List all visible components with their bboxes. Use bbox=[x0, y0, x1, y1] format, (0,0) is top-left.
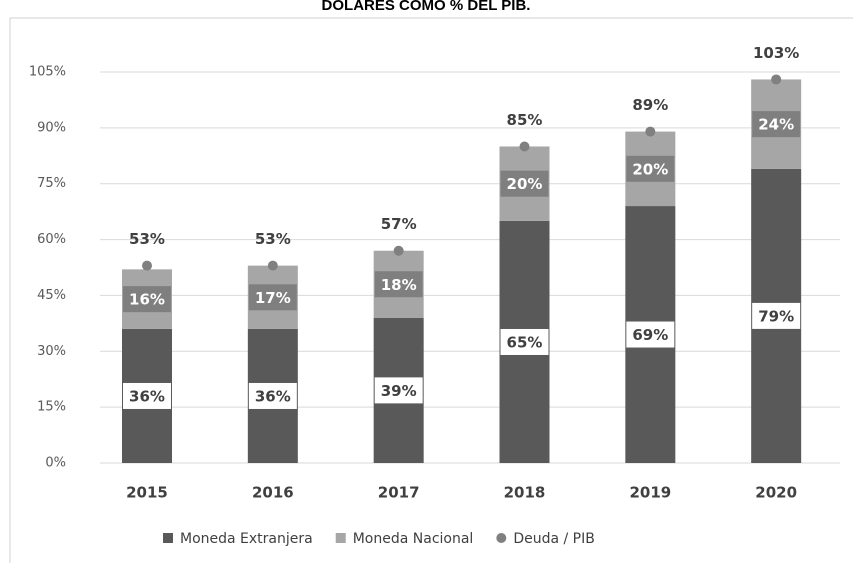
data-label: 17% bbox=[255, 289, 291, 307]
data-label: 79% bbox=[758, 307, 794, 325]
total-marker bbox=[393, 245, 404, 256]
chart-title: DOLARES COMO % DEL PIB. bbox=[322, 0, 531, 14]
data-label-box bbox=[123, 382, 171, 409]
data-label: 20% bbox=[507, 175, 543, 193]
data-label-box bbox=[123, 286, 171, 313]
total-marker bbox=[645, 126, 656, 137]
x-tick-label: 2017 bbox=[378, 484, 420, 502]
data-label-box bbox=[752, 111, 801, 138]
y-tick-label: 30% bbox=[37, 344, 66, 359]
x-tick-label: 2018 bbox=[504, 484, 546, 502]
data-label-box bbox=[626, 321, 675, 348]
data-label: 36% bbox=[255, 387, 291, 405]
legend-label: Deuda / PIB bbox=[513, 531, 595, 547]
y-tick-label: 105% bbox=[29, 65, 66, 80]
legend-swatch bbox=[496, 533, 507, 543]
y-tick-label: 45% bbox=[37, 288, 66, 303]
data-label-box bbox=[752, 302, 801, 329]
data-label-box bbox=[248, 284, 297, 311]
legend-swatch bbox=[335, 533, 346, 543]
x-tick-label: 2020 bbox=[755, 484, 797, 502]
legend-swatch bbox=[163, 533, 173, 543]
total-label: 103% bbox=[753, 44, 799, 62]
legend-label: Moneda Nacional bbox=[353, 531, 474, 547]
y-tick-label: 15% bbox=[37, 400, 66, 415]
x-tick-label: 2019 bbox=[629, 484, 671, 502]
total-marker bbox=[771, 74, 782, 85]
data-label: 39% bbox=[381, 382, 417, 400]
total-marker bbox=[267, 260, 278, 271]
data-label: 65% bbox=[507, 333, 543, 351]
data-label-box bbox=[248, 382, 297, 409]
y-tick-label: 75% bbox=[37, 176, 66, 191]
total-label: 89% bbox=[632, 96, 668, 114]
total-label: 57% bbox=[381, 215, 417, 233]
data-label-box bbox=[500, 170, 549, 197]
total-label: 85% bbox=[507, 111, 543, 129]
data-label: 16% bbox=[129, 291, 165, 309]
data-label-box bbox=[374, 377, 423, 404]
total-label: 53% bbox=[255, 230, 291, 248]
y-tick-label: 60% bbox=[37, 232, 66, 247]
data-label: 18% bbox=[381, 276, 417, 294]
y-tick-label: 90% bbox=[37, 120, 66, 135]
legend-label: Moneda Extranjera bbox=[180, 531, 313, 547]
total-marker bbox=[142, 260, 152, 271]
x-tick-label: 2016 bbox=[252, 484, 294, 502]
y-tick-label: 0% bbox=[45, 456, 66, 471]
data-label: 69% bbox=[632, 326, 668, 344]
total-label: 53% bbox=[129, 230, 165, 248]
chart-frame bbox=[9, 17, 853, 563]
data-label: 36% bbox=[129, 387, 165, 405]
data-label-box bbox=[374, 271, 423, 298]
total-marker bbox=[519, 141, 530, 152]
data-label: 20% bbox=[632, 160, 668, 178]
x-tick-label: 2015 bbox=[126, 484, 168, 502]
data-label: 24% bbox=[758, 116, 794, 134]
data-label-box bbox=[500, 328, 549, 355]
data-label-box bbox=[626, 155, 675, 182]
